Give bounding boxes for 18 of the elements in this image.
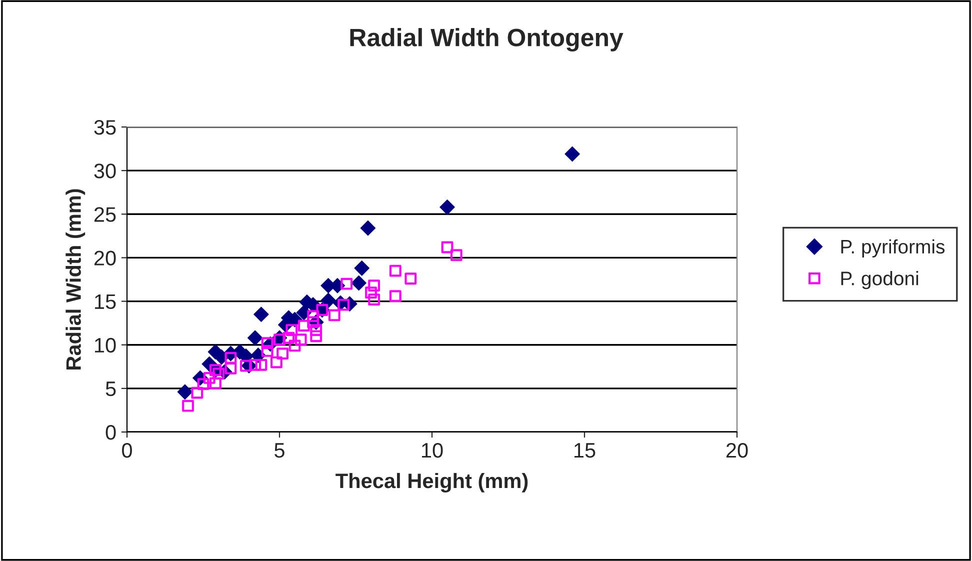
x-tick-label: 5 <box>274 443 284 458</box>
y-axis-title: Radial Width (mm) <box>66 189 86 370</box>
x-tick-label: 0 <box>122 442 132 458</box>
y-tick-label: 35 <box>94 120 116 135</box>
y-tick-label: 5 <box>106 382 116 396</box>
y-tick-label: 20 <box>94 250 116 266</box>
x-tick-label: 10 <box>422 442 443 458</box>
x-tick-label: 20 <box>726 442 748 458</box>
x-axis-title: Thecal Height (mm) <box>336 472 528 492</box>
chart-title: Radial Width Ontogeny <box>350 28 624 52</box>
legend-label: P. pyriformis <box>841 239 945 258</box>
y-tick-label: 10 <box>95 338 116 353</box>
y-tick-label: 25 <box>94 207 116 222</box>
y-tick-label: 0 <box>106 425 116 440</box>
x-tick-label: 15 <box>574 443 596 458</box>
legend-label: P. godoni <box>841 271 918 290</box>
y-tick-label: 30 <box>94 164 116 178</box>
y-tick-label: 15 <box>95 294 116 310</box>
